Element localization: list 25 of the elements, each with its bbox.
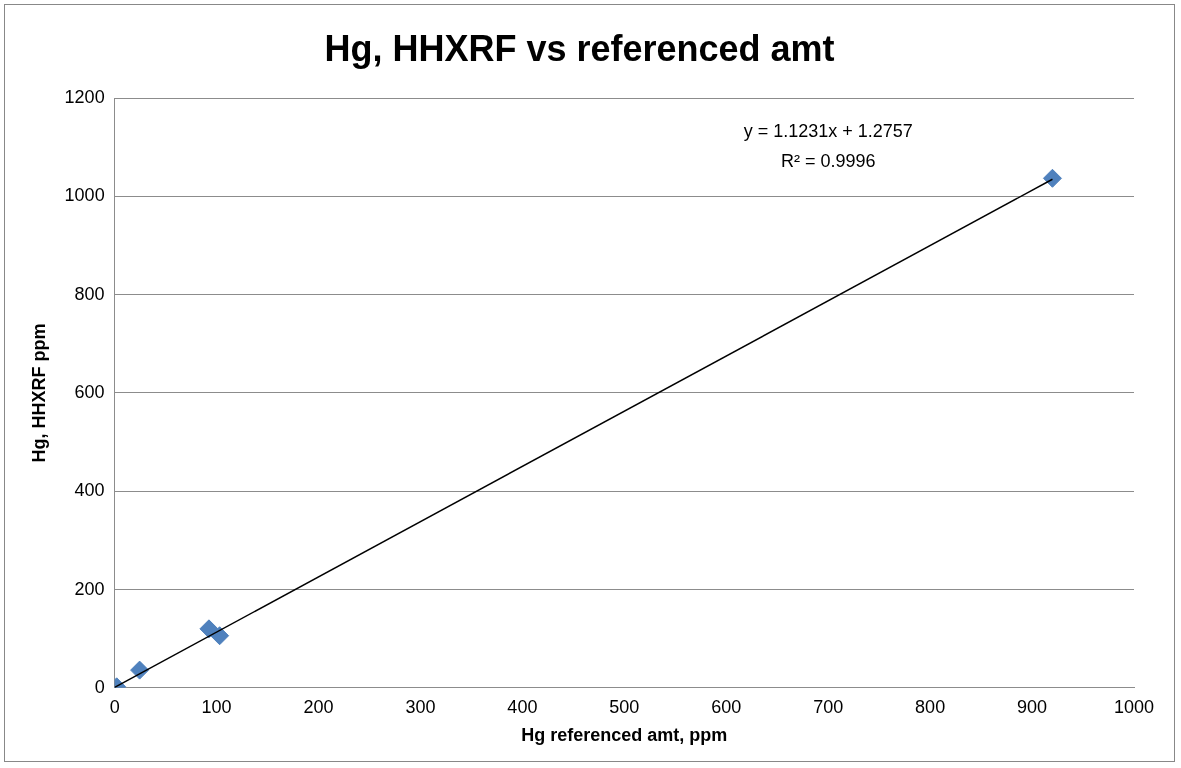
y-axis-title: Hg, HHXRF ppm [28,323,49,463]
y-tick-label: 1200 [64,87,105,108]
y-tick-label: 800 [74,283,105,304]
chart-title: Hg, HHXRF vs referenced amt [324,27,835,69]
x-axis-title: Hg referenced amt, ppm [521,725,728,746]
y-tick-label: 200 [74,578,105,599]
point [199,619,219,639]
x-tick-label: 700 [813,696,844,717]
x-tick-label: 200 [303,696,334,717]
x-tick-label: 100 [201,696,232,717]
y-tick-label: 600 [74,381,105,402]
point [1042,168,1062,188]
x-tick-label: 900 [1017,696,1048,717]
x-tick-label: 600 [711,696,742,717]
y-tick-label: 0 [94,676,105,697]
x-tick-label: 1000 [1113,696,1155,717]
annotation: y = 1.1231x + 1.2757 [743,121,913,142]
x-tick-label: 300 [405,696,436,717]
x-tick-label: 500 [609,696,640,717]
annotation: R² = 0.9996 [780,151,876,172]
x-tick-label: 800 [915,696,946,717]
y-tick-label: 400 [74,480,105,501]
y-tick-label: 1000 [64,185,105,206]
x-tick-label: 0 [109,696,120,717]
x-tick-label: 400 [507,696,538,717]
